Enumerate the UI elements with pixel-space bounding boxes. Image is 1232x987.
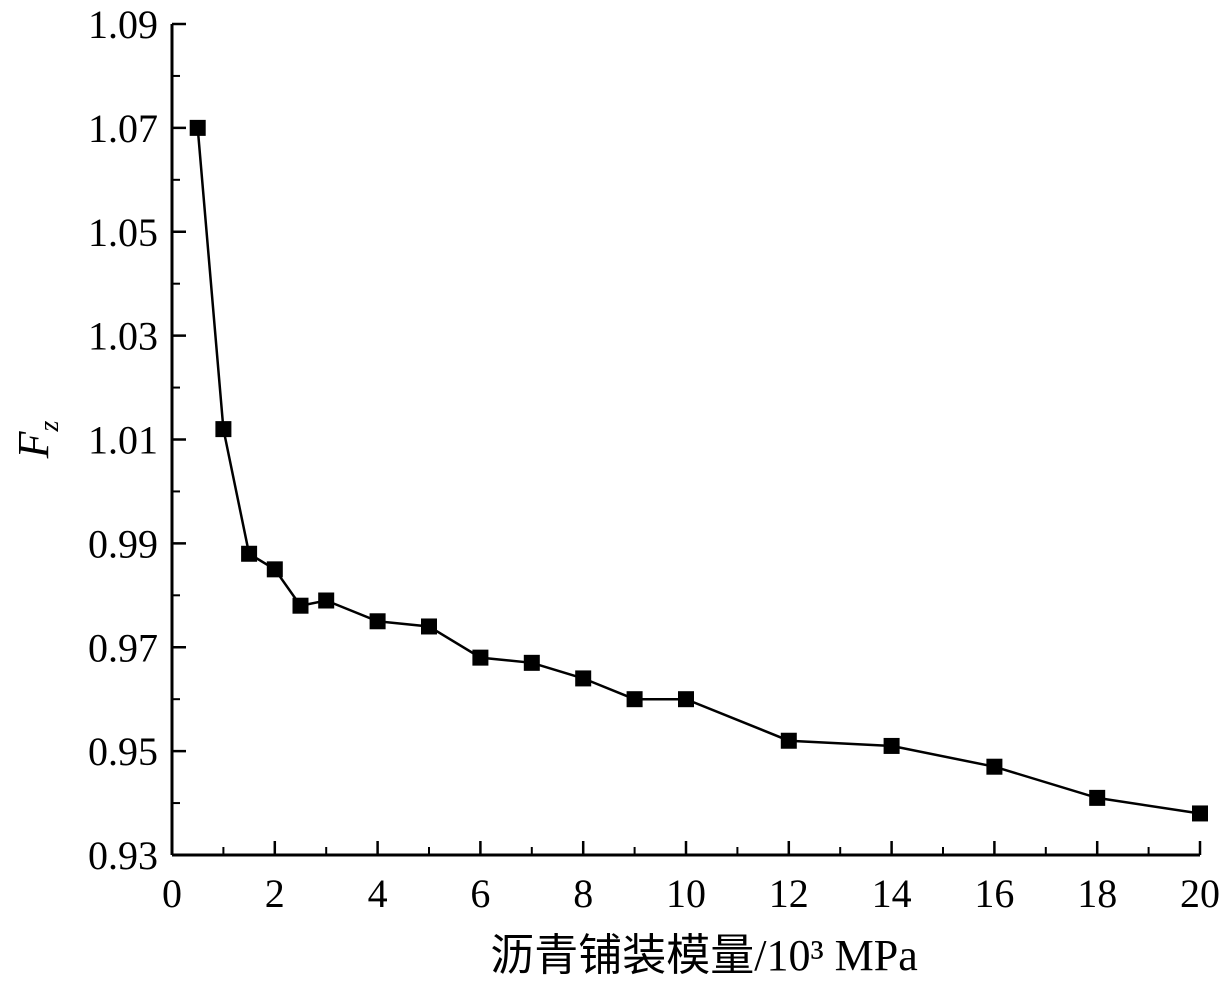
y-tick-label: 1.07 (88, 106, 158, 151)
x-tick-label: 0 (162, 871, 182, 916)
x-tick-label: 18 (1077, 871, 1117, 916)
y-tick-label: 0.97 (88, 625, 158, 670)
x-axis-title: 沥青铺装模量/10³ MPa (490, 931, 918, 980)
axes (170, 24, 1200, 857)
data-point (678, 691, 694, 708)
axis-titles: 沥青铺装模量/10³ MPa Fz (9, 421, 918, 980)
y-tick-label: 1.05 (88, 210, 158, 255)
x-tick-label: 2 (265, 871, 285, 916)
data-point (369, 613, 386, 630)
data-point (1192, 805, 1208, 822)
y-axis-title-subscript: z (34, 421, 65, 433)
x-tick-label: 10 (666, 871, 706, 916)
data-point (575, 670, 592, 687)
data-point (986, 758, 1003, 775)
y-axis-title-main: F (9, 430, 58, 459)
data-point (780, 732, 797, 749)
data-series (189, 119, 1208, 822)
y-tick-label: 0.99 (88, 521, 158, 566)
y-axis-title: Fz (9, 421, 65, 460)
series-line (196, 127, 1201, 815)
tick-labels: 0 2 4 6 8 10 12 14 16 18 20 0.93 0.95 0.97 0.99 1.01 1.0… (88, 2, 1220, 916)
data-point (421, 618, 437, 635)
data-point (189, 119, 206, 136)
data-point (626, 691, 643, 708)
y-tick-label: 0.95 (88, 729, 158, 774)
y-tick-label: 1.01 (88, 418, 158, 463)
data-point (318, 592, 335, 609)
y-tick-label: 1.03 (88, 314, 158, 359)
x-tick-label: 4 (368, 871, 388, 916)
x-tick-label: 6 (470, 871, 490, 916)
data-point (523, 654, 540, 671)
x-tick-label: 14 (872, 871, 912, 916)
x-tick-label: 8 (573, 871, 593, 916)
y-tick-label: 0.93 (88, 833, 158, 878)
data-point (266, 561, 283, 578)
x-tick-label: 20 (1180, 871, 1220, 916)
data-point (472, 649, 489, 666)
data-point (1089, 789, 1106, 806)
data-point (241, 545, 258, 562)
tick-marks (170, 22, 1202, 857)
data-point (883, 737, 900, 754)
y-tick-label: 1.09 (88, 2, 158, 47)
data-point (292, 597, 309, 614)
data-point (215, 421, 232, 438)
x-tick-label: 12 (769, 871, 809, 916)
x-tick-label: 16 (974, 871, 1014, 916)
